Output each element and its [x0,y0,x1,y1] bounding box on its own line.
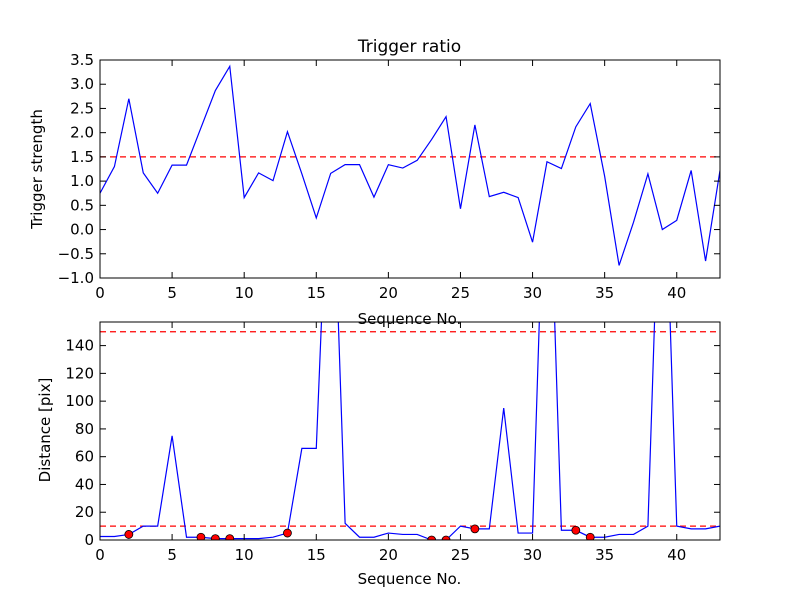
y-tick-label: −1.0 [58,269,94,287]
x-tick-label: 0 [95,546,105,564]
y-tick-label: 1.5 [70,148,94,166]
y-tick-label: 3.5 [70,51,94,69]
x-tick-label: 5 [167,546,177,564]
y-tick-label: 1.0 [70,172,94,190]
data-point-marker [571,525,581,535]
x-tick-label: 25 [451,546,470,564]
x-tick-label: 20 [379,546,398,564]
x-tick-label: 20 [379,284,398,302]
y-tick-label: 2.5 [70,99,94,117]
x-tick-label: 15 [307,284,326,302]
series-line [100,64,720,266]
data-point-marker [283,528,292,538]
data-point-marker [124,530,134,539]
trigger-ratio-chart: Trigger ratio Sequence No. Trigger stren… [28,37,721,328]
data-point-marker [210,534,220,540]
y-tick-label: 0 [84,531,94,549]
chart-title: Trigger ratio [357,37,461,57]
y-tick-label: 120 [65,364,94,382]
x-tick-label: 30 [523,284,542,302]
y-tick-label: 40 [75,475,94,493]
y-tick-label: 3.0 [70,75,94,93]
data-point-marker [585,532,595,540]
x-tick-label: 35 [595,546,614,564]
plot-area [100,64,720,266]
y-tick-label: 20 [75,503,94,521]
x-tick-label: 0 [95,284,105,302]
y-tick-label: 2.0 [70,124,94,142]
x-tick-label: 10 [235,546,254,564]
y-tick-label: 140 [65,337,94,355]
y-tick-label: 80 [75,420,94,438]
axes-frame [99,321,721,541]
y-tick-label: 100 [65,392,94,410]
y-tick-label: 0.5 [70,196,94,214]
axes-frame [99,59,721,279]
y-tick-label: 60 [75,448,94,466]
x-axis-label: Sequence No. [358,310,462,328]
x-tick-label: 10 [235,284,254,302]
x-tick-label: 15 [307,546,326,564]
y-tick-label: 0.0 [70,221,94,239]
y-axis-label: Trigger strength [28,109,46,230]
x-tick-label: 40 [667,546,686,564]
x-axis-label: Sequence No. [358,570,462,588]
y-tick-label: −0.5 [58,245,94,263]
data-point-marker [470,524,480,534]
data-point-marker [427,535,437,540]
distance-chart: Sequence No. Distance [pix] 0 5 10 15 20 25 30… [36,321,721,588]
data-point-marker [225,534,235,540]
plot-area [100,322,720,540]
y-axis-label: Distance [pix] [36,378,54,483]
x-tick-label: 25 [451,284,470,302]
x-tick-label: 40 [667,284,686,302]
data-point-marker [441,535,451,540]
data-point-marker [196,532,206,540]
x-tick-label: 35 [595,284,614,302]
x-tick-label: 5 [167,284,177,302]
x-tick-label: 30 [523,546,542,564]
